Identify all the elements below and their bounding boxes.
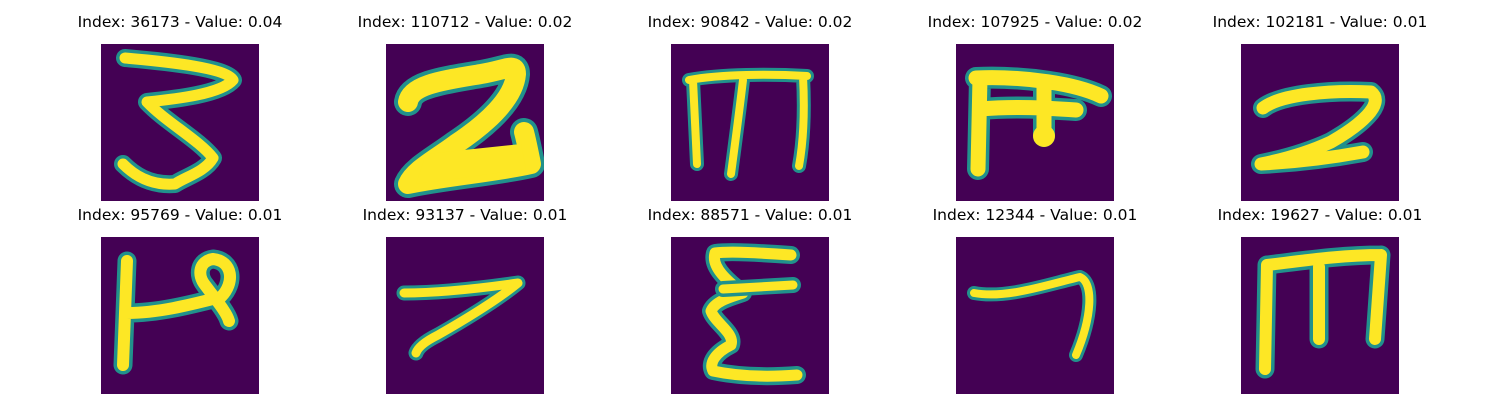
panel-title: Index: 93137 - Value: 0.01	[362, 206, 568, 224]
panel-3: Index: 90842 - Value: 0.02	[615, 10, 885, 201]
panel-title: Index: 95769 - Value: 0.01	[77, 206, 283, 224]
panel-title: Index: 12344 - Value: 0.01	[932, 206, 1138, 224]
digit-image	[386, 44, 544, 201]
digit-image	[1241, 237, 1399, 394]
digit-7-glyph	[967, 270, 1097, 362]
panel-9: Index: 12344 - Value: 0.01	[900, 203, 1170, 394]
panel-7: Index: 93137 - Value: 0.01	[330, 203, 600, 394]
digit-7-glyph	[396, 275, 526, 361]
panel-title: Index: 90842 - Value: 0.02	[647, 13, 853, 31]
digit-image	[956, 237, 1114, 394]
m-shape-glyph	[1255, 245, 1391, 379]
digit-image	[671, 44, 829, 201]
panel-1: Index: 36173 - Value: 0.04	[45, 10, 315, 201]
panel-4: Index: 107925 - Value: 0.02	[900, 10, 1170, 201]
digit-image	[101, 44, 259, 201]
panel-title: Index: 88571 - Value: 0.01	[647, 206, 853, 224]
panel-10: Index: 19627 - Value: 0.01	[1185, 203, 1455, 394]
epsilon-shape-glyph	[702, 243, 806, 386]
digit-image	[1241, 44, 1399, 201]
digit-2-glyph	[1251, 81, 1386, 174]
panel-title: Index: 36173 - Value: 0.04	[77, 13, 283, 31]
panel-5: Index: 102181 - Value: 0.01	[1185, 10, 1455, 201]
digit-image	[101, 237, 259, 394]
panel-title: Index: 107925 - Value: 0.02	[927, 13, 1143, 31]
pi-shape-glyph	[965, 66, 1112, 180]
digit-2-glyph	[394, 53, 544, 198]
panel-8: Index: 88571 - Value: 0.01	[615, 203, 885, 394]
panel-title: Index: 19627 - Value: 0.01	[1217, 206, 1423, 224]
panel-6: Index: 95769 - Value: 0.01	[45, 203, 315, 394]
digit-image	[671, 237, 829, 394]
panel-title: Index: 102181 - Value: 0.01	[1212, 13, 1428, 31]
digit-image	[386, 237, 544, 394]
m-shape-glyph	[682, 67, 814, 181]
p-shape-glyph	[113, 249, 240, 375]
digit-image	[956, 44, 1114, 201]
digit-3-glyph	[114, 49, 242, 194]
panel-2: Index: 110712 - Value: 0.02	[330, 10, 600, 201]
panel-title: Index: 110712 - Value: 0.02	[357, 13, 573, 31]
